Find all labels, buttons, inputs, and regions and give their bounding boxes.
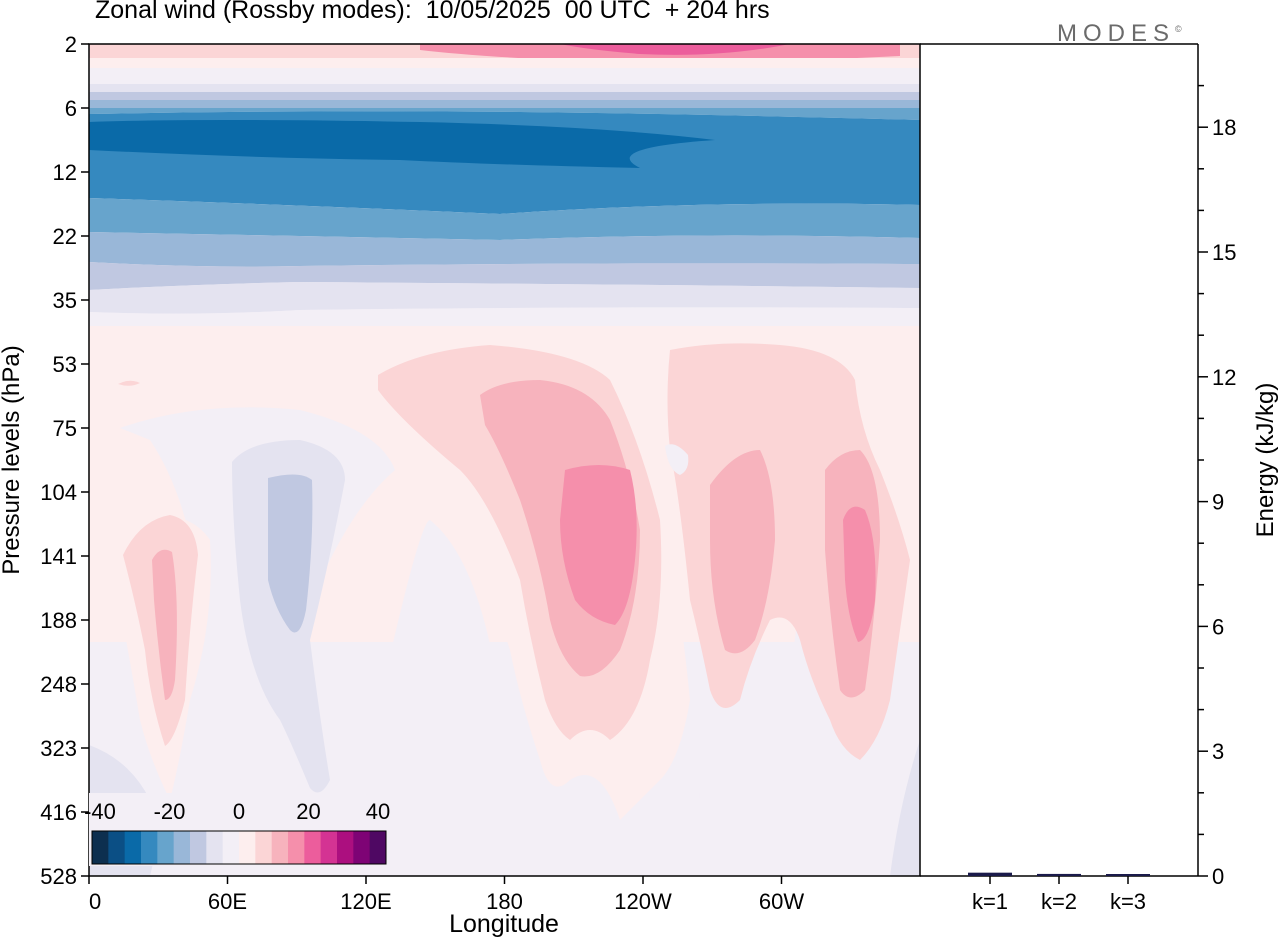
colorbar-swatch bbox=[190, 831, 207, 864]
energy-bars: k=1 k=2 k=3 bbox=[968, 872, 1150, 914]
energy-axis-ticks: 0 3 6 9 12 15 18 bbox=[1198, 84, 1236, 889]
bar-category-label: k=3 bbox=[1110, 889, 1146, 914]
band-35hpa bbox=[89, 282, 920, 314]
energy-tick-label: 15 bbox=[1212, 240, 1236, 265]
negative-core-85e bbox=[268, 474, 313, 633]
colorbar-swatch bbox=[108, 831, 126, 864]
x-tick-label: 180 bbox=[486, 889, 523, 914]
band-7hpa bbox=[89, 108, 920, 120]
band-26hpa bbox=[89, 232, 920, 267]
y-tick-label: 188 bbox=[40, 608, 77, 633]
band-22hpa bbox=[89, 198, 920, 240]
colorbar-swatch bbox=[222, 831, 240, 864]
positive-core-160w bbox=[560, 465, 637, 625]
colorbar-frame bbox=[91, 830, 387, 865]
band-40hpa bbox=[89, 307, 920, 326]
x-axis-ticks: 0 60E 120E 180 120W 60W bbox=[88, 876, 804, 914]
x-tick-label: 0 bbox=[89, 889, 101, 914]
energy-tick-label: 12 bbox=[1212, 365, 1236, 390]
modes-logo: MODES© bbox=[1057, 20, 1182, 47]
energy-tick-label: 0 bbox=[1212, 864, 1224, 889]
colorbar-swatch bbox=[288, 831, 305, 864]
colorbar-tick-label: 0 bbox=[233, 799, 245, 824]
y-tick-label: 528 bbox=[40, 864, 77, 889]
colorbar-swatch bbox=[124, 831, 142, 864]
colorbar-swatch bbox=[337, 831, 354, 864]
negative-region-southeast bbox=[890, 740, 920, 876]
neutral-region-central bbox=[380, 520, 500, 865]
y-tick-label: 53 bbox=[53, 352, 77, 377]
colorbar-swatch bbox=[255, 831, 273, 864]
colorbar-tick-label: -20 bbox=[154, 799, 186, 824]
energy-tick-label: 3 bbox=[1212, 739, 1224, 764]
energy-tick-label: 9 bbox=[1212, 490, 1224, 515]
neutral-hole-120w bbox=[665, 444, 689, 475]
colorbar-swatch bbox=[320, 831, 338, 864]
y-tick-label: 6 bbox=[65, 96, 77, 121]
positive-core-35w bbox=[843, 506, 876, 642]
colorbar: -40 -20 0 20 40 bbox=[84, 793, 390, 866]
colorbar-swatch bbox=[369, 831, 387, 864]
band-10hpa-core bbox=[89, 120, 715, 168]
chart-title: Zonal wind (Rossby modes): 10/05/2025 00… bbox=[95, 0, 770, 24]
x-tick-label: 60E bbox=[208, 889, 247, 914]
y-tick-label: 141 bbox=[40, 544, 77, 569]
energy-bar-k=3 bbox=[1106, 874, 1150, 876]
colorbar-swatch bbox=[304, 831, 322, 864]
y-tick-label: 35 bbox=[53, 288, 77, 313]
y-tick-label: 416 bbox=[40, 800, 77, 825]
colorbar-swatch bbox=[353, 831, 371, 864]
band-2hpa-core bbox=[560, 44, 790, 55]
colorbar-swatch bbox=[157, 831, 175, 864]
x-tick-label: 60W bbox=[759, 889, 804, 914]
y-tick-label: 248 bbox=[40, 672, 77, 697]
band-5hpa bbox=[89, 84, 920, 92]
colorbar-swatch bbox=[173, 831, 191, 864]
band-4hpa bbox=[89, 68, 920, 84]
y-tick-label: 2 bbox=[65, 32, 77, 57]
energy-bar-k=2 bbox=[1037, 873, 1081, 876]
y-tick-label: 75 bbox=[53, 416, 77, 441]
band-6hpa bbox=[89, 100, 920, 108]
y-tick-label: 323 bbox=[40, 736, 77, 761]
y-tick-label: 12 bbox=[53, 160, 77, 185]
x-tick-label: 120E bbox=[340, 889, 391, 914]
y-tick-label: 104 bbox=[40, 480, 77, 505]
colorbar-tick-label: -40 bbox=[84, 799, 116, 824]
energy-bar-k=1 bbox=[968, 872, 1012, 876]
x-axis-label: Longitude bbox=[449, 910, 559, 938]
positive-core-30e bbox=[152, 549, 177, 700]
colorbar-swatch bbox=[92, 831, 109, 864]
colorbar-tick-label: 20 bbox=[296, 799, 320, 824]
bar-category-label: k=2 bbox=[1041, 889, 1077, 914]
small-positive-spot bbox=[118, 380, 140, 386]
band-3hpa bbox=[89, 58, 920, 68]
positive-region-100w bbox=[710, 450, 775, 654]
zonal-wind-heatmap bbox=[89, 44, 920, 876]
colorbar-swatch bbox=[239, 831, 256, 864]
colorbar-swatch bbox=[206, 831, 224, 864]
y-tick-label: 22 bbox=[53, 224, 77, 249]
x-tick-label: 120W bbox=[614, 889, 672, 914]
neutral-region-east bbox=[780, 612, 900, 876]
colorbar-swatch bbox=[141, 831, 158, 864]
band-5b-hpa bbox=[89, 92, 920, 100]
y-axis-ticks: 2 6 12 22 35 53 75 104 141 188 248 323 416 528 bbox=[40, 32, 89, 889]
colorbar-swatch bbox=[271, 831, 289, 864]
energy-tick-label: 18 bbox=[1212, 115, 1236, 140]
bar-category-label: k=1 bbox=[972, 889, 1008, 914]
energy-tick-label: 6 bbox=[1212, 614, 1224, 639]
band-30hpa bbox=[89, 262, 920, 290]
colorbar-tick-label: 40 bbox=[366, 799, 390, 824]
